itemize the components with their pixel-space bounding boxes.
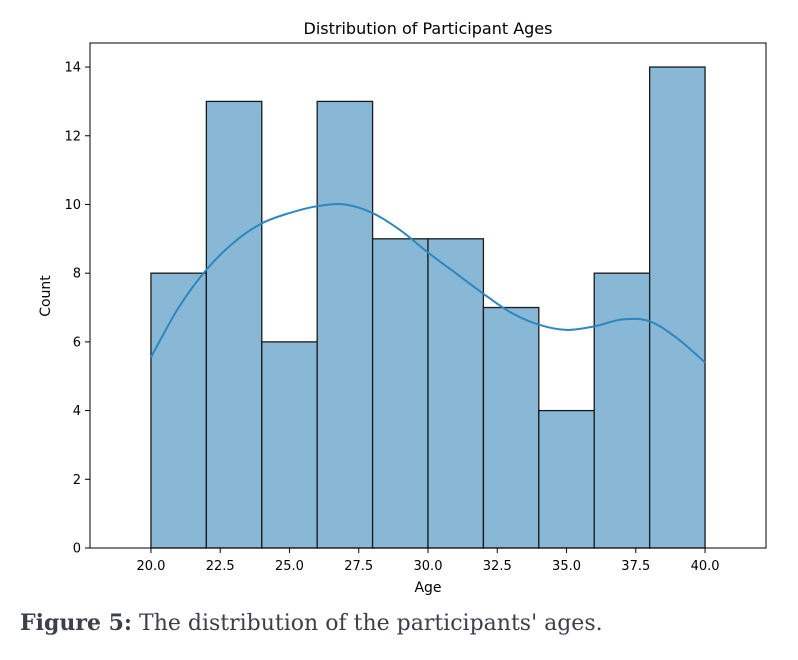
figure-caption-label: Figure 5:: [20, 610, 133, 636]
figure-caption-text: The distribution of the participants' ag…: [132, 611, 603, 636]
y-tick-label: 2: [73, 473, 81, 488]
y-tick-label: 6: [73, 335, 81, 350]
histogram-bar: [150, 272, 208, 549]
kde-curve: [150, 203, 706, 364]
histogram-chart: Distribution of Participant Ages 20.0 22.…: [38, 19, 767, 596]
y-tick-label: 0: [73, 542, 81, 557]
y-tick-label: 10: [64, 198, 81, 213]
chart-title: Distribution of Participant Ages: [304, 19, 553, 38]
histogram-bar: [538, 409, 595, 549]
figure-caption: Figure 5: The distribution of the partic…: [20, 610, 603, 636]
histogram-bar: [482, 306, 540, 549]
x-tick-label: 22.5: [206, 559, 235, 574]
y-tick-label: 4: [73, 404, 81, 419]
x-tick-label: 30.0: [414, 559, 443, 574]
x-tick-label: 40.0: [691, 559, 720, 574]
x-tick-label: 35.0: [552, 559, 581, 574]
x-axis-title: Age: [414, 580, 441, 596]
y-axis-title: Count: [38, 275, 54, 317]
histogram-bar: [316, 100, 374, 549]
y-tick-label: 12: [64, 129, 81, 144]
histogram-bar: [427, 238, 485, 549]
histogram-bar: [205, 100, 263, 549]
axes-layer: 20.0 22.5 25.0 27.5 30.0 32.5 35.0 37.5 40.0 0 2 4 6…: [64, 42, 767, 574]
y-tick-label: 14: [64, 61, 81, 76]
histogram-bar: [648, 66, 706, 549]
bars-layer: [150, 66, 706, 549]
histogram-bar: [371, 238, 429, 549]
x-tick-label: 20.0: [136, 559, 165, 574]
x-tick-label: 27.5: [344, 559, 373, 574]
x-tick-label: 37.5: [621, 559, 650, 574]
y-tick-label: 8: [73, 267, 81, 282]
histogram-bar: [593, 272, 651, 549]
x-tick-label: 25.0: [275, 559, 304, 574]
x-tick-label: 32.5: [483, 559, 512, 574]
histogram-bar: [261, 341, 318, 549]
